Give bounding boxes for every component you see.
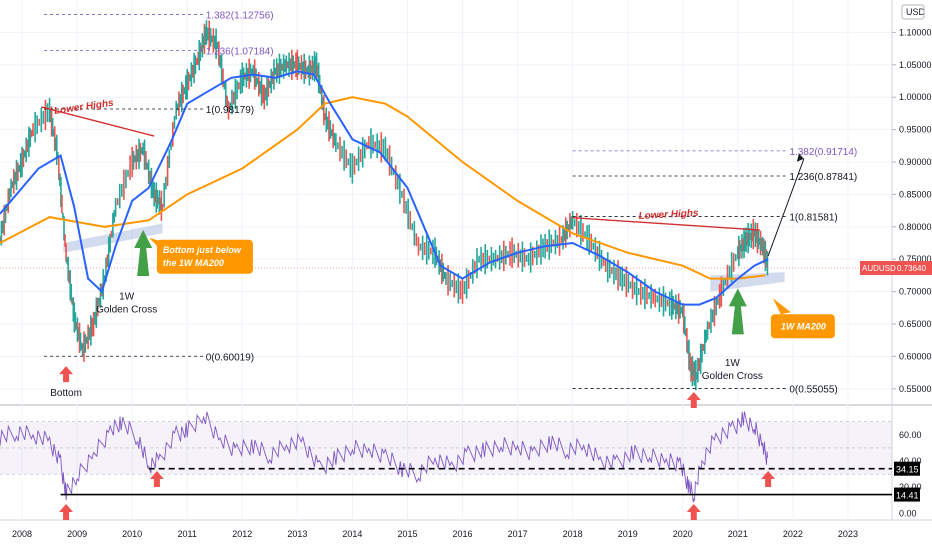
callout-left-box: [156, 239, 253, 274]
fib-left-label: 1.382(1.12756): [206, 11, 274, 22]
last-price-symbol: AUDUSD: [862, 264, 896, 273]
price-series: [0, 20, 785, 391]
callout-left-text-2: the 1W MA200: [163, 258, 224, 268]
x-tick-label: 2012: [232, 529, 252, 539]
x-tick-label: 2015: [397, 529, 417, 539]
x-tick-label: 2023: [838, 529, 858, 539]
callout-left-pointer: [148, 237, 163, 246]
x-tick-label: 2013: [287, 529, 307, 539]
last-price-value: 0.73640: [897, 264, 926, 273]
y-tick-label: 0.90000: [899, 157, 932, 167]
last-price-badge: [860, 261, 932, 276]
fib-right-label: 1.382(0.91714): [789, 147, 857, 158]
y-tick-label: 0.70000: [899, 287, 932, 297]
currency-box: [901, 4, 925, 20]
golden-cross-label-right-1: 1W: [725, 358, 741, 369]
y-tick-label: 0.85000: [899, 189, 932, 199]
lower-highs-line-left: [41, 106, 155, 137]
y-tick-label: 1.00000: [899, 92, 932, 102]
ma200-line: [0, 96, 766, 280]
golden-cross-label-left-1: 1W: [119, 291, 135, 302]
rsi-tick-label: 20.00: [899, 482, 922, 492]
y-tick-label: 0.65000: [899, 319, 932, 329]
lower-highs-line-right: [572, 217, 760, 231]
rsi-level-badge: [894, 461, 920, 476]
bottom-label: Bottom: [50, 388, 82, 399]
x-tick-label: 2009: [67, 529, 87, 539]
fib-left-label: 1(0.98179): [206, 105, 254, 116]
fib-left-label: 1.236(1.07184): [206, 47, 274, 58]
price-pane[interactable]: [0, 0, 892, 405]
callout-right-text: 1W MA200: [781, 321, 826, 331]
fib-right-label: 1(0.81581): [789, 213, 837, 224]
x-tick-label: 2020: [673, 529, 693, 539]
rsi-pane[interactable]: [0, 411, 892, 503]
y-tick-label: 0.60000: [899, 351, 932, 361]
y-tick-label: 1.10000: [899, 27, 932, 37]
golden-cross-label-left-2: Golden Cross: [96, 304, 157, 315]
fib-right-label: 0(0.55055): [789, 384, 837, 395]
y-tick-label: 0.95000: [899, 125, 932, 135]
bottom-arrow: [59, 366, 74, 383]
fib-right-label: 1.236(0.87841): [789, 172, 857, 183]
projection-arrow: [767, 158, 805, 257]
x-tick-label: 2010: [122, 529, 142, 539]
x-tick-label: 2018: [563, 529, 583, 539]
rsi-line: [0, 411, 769, 503]
lower-highs-label-right: Lower Highs: [638, 208, 699, 222]
projection-arrowhead: [796, 153, 804, 162]
x-tick-label: 2014: [342, 529, 362, 539]
axes: 2008 2009 2010 2011 2012 2013 2014 2015 2016 2017…: [12, 27, 932, 539]
callout-right-pointer: [772, 298, 791, 315]
x-tick-label: 2016: [453, 529, 473, 539]
fib-left-label: 0(0.60019): [206, 352, 254, 363]
rsi-tick-label: 60.00: [899, 430, 922, 440]
rsi-arrow-0: [59, 504, 74, 520]
y-tick-label: 1.05000: [899, 60, 932, 70]
callout-right-box: [770, 314, 835, 339]
rsi-arrow-2: [686, 504, 701, 520]
covid-bottom-arrow: [686, 392, 701, 409]
rsi-arrow-1: [149, 471, 164, 487]
ma50-line: [0, 70, 769, 306]
golden-cross-zone-left: [63, 223, 163, 253]
x-tick-label: 2021: [728, 529, 748, 539]
x-tick-label: 2008: [12, 529, 32, 539]
golden-cross-label-right-2: Golden Cross: [702, 371, 763, 382]
y-tick-label: 0.55000: [899, 384, 932, 394]
rsi-level-label: 34.15: [896, 465, 919, 475]
golden-cross-arrow-left: [134, 230, 153, 277]
rsi-arrow-3: [761, 471, 776, 487]
golden-cross-arrow-right: [728, 288, 747, 335]
rsi-level-label: 14.41: [896, 491, 919, 501]
x-tick-label: 2019: [618, 529, 638, 539]
fibonacci-levels: 1.382(1.12756) 1.236(1.07184) 1(0.98179) 0(…: [44, 11, 857, 395]
currency-label: USD: [906, 7, 926, 17]
rsi-tick-label: 0.00: [899, 508, 917, 518]
x-tick-label: 2022: [783, 529, 803, 539]
x-tick-label: 2011: [178, 529, 197, 539]
x-tick-label: 2017: [508, 529, 528, 539]
rsi-tick-label: 40.00: [899, 456, 922, 466]
callout-left-text-1: Bottom just below: [163, 245, 242, 255]
y-tick-label: 0.75000: [899, 254, 932, 264]
rsi-level-badge: [894, 487, 920, 502]
y-tick-label: 0.80000: [899, 222, 932, 232]
